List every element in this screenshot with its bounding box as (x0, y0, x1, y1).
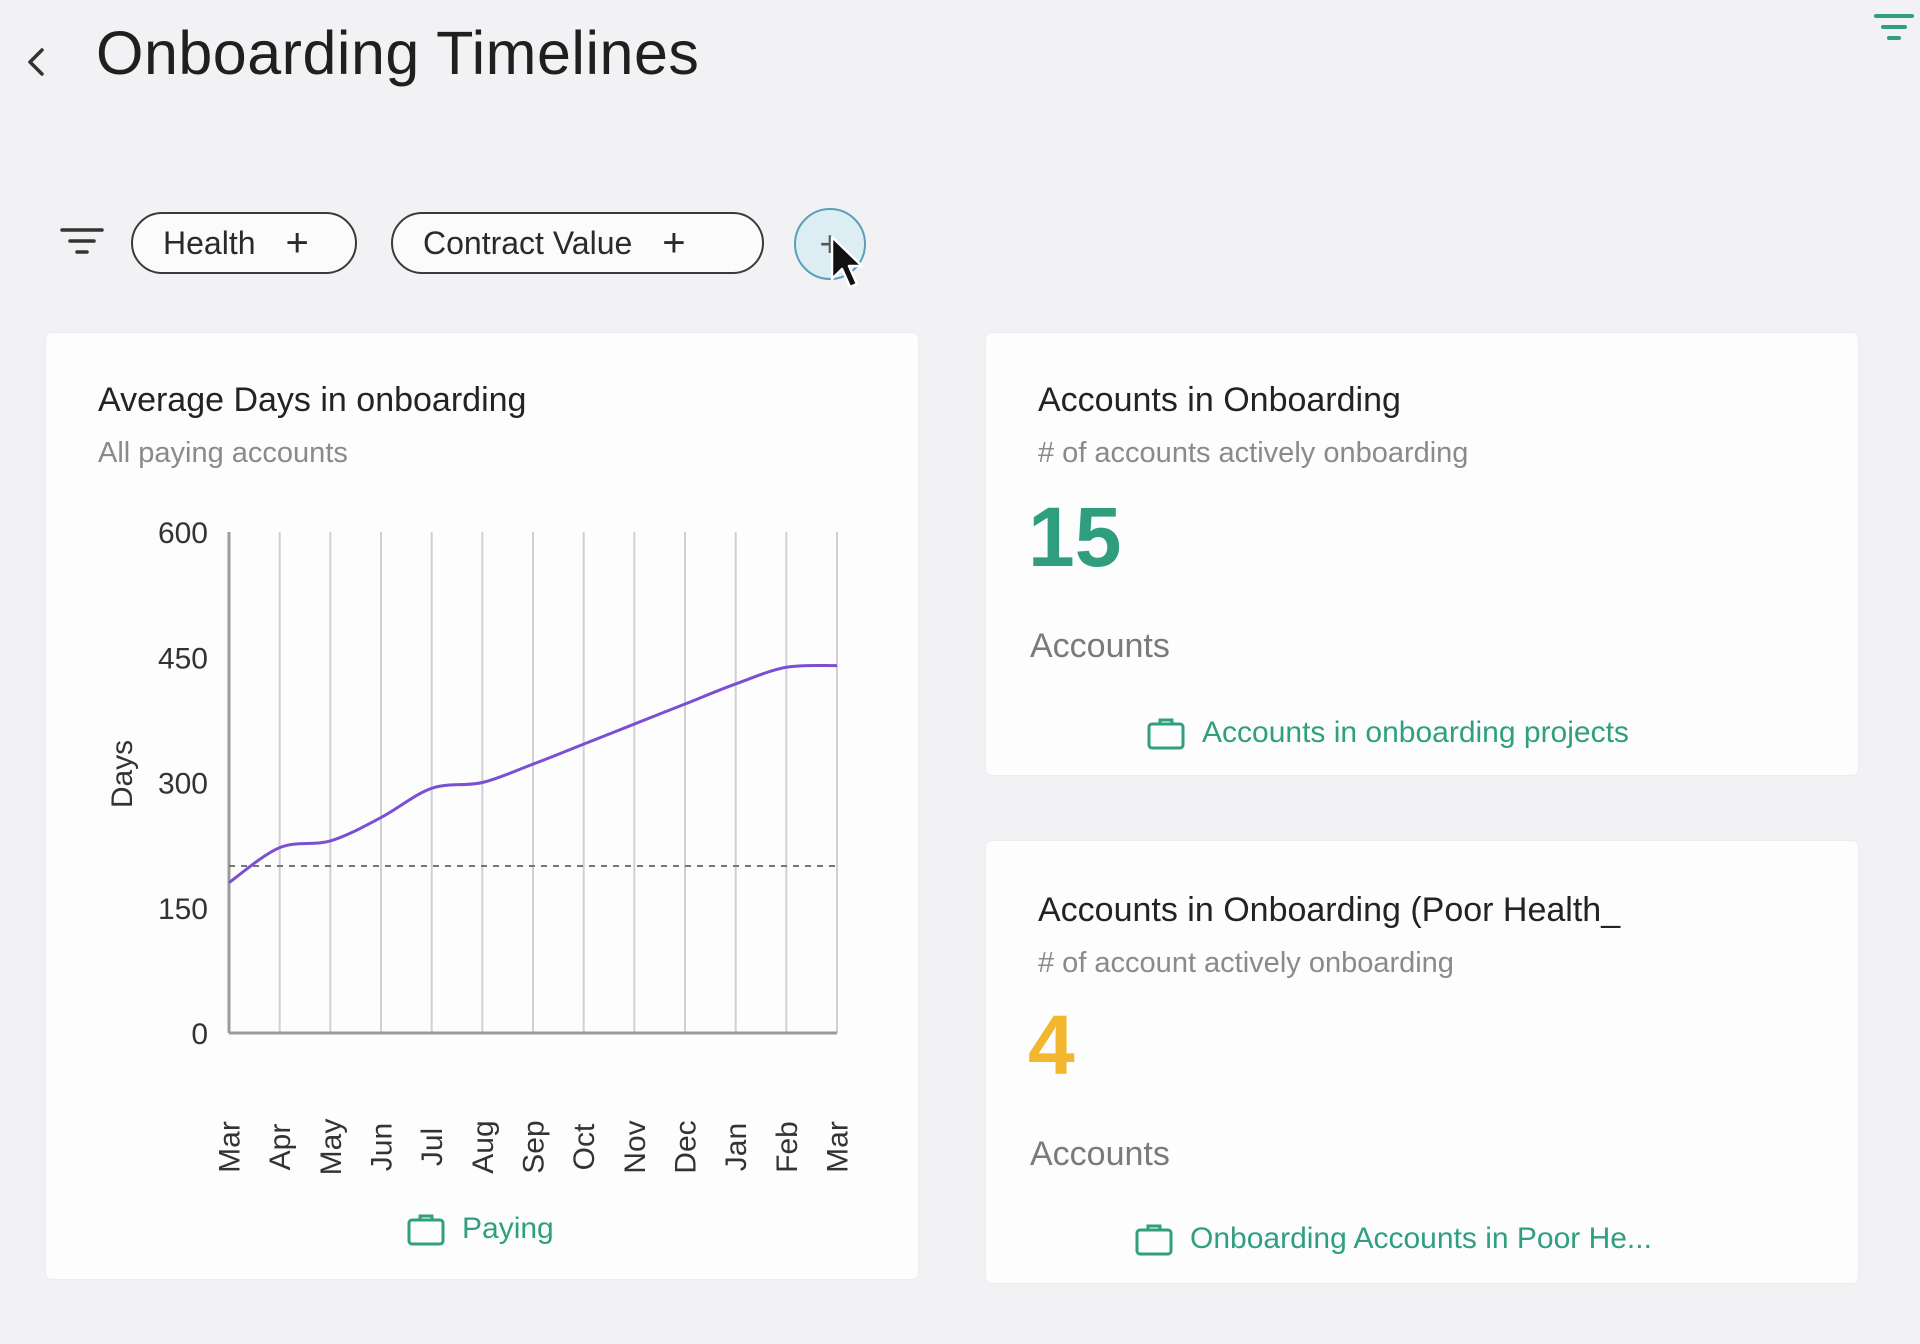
filter-chip-contract-value[interactable]: Contract Value + (391, 212, 764, 274)
y-tick-label: 600 (158, 517, 208, 550)
average-days-card: Average Days in onboarding All paying ac… (46, 333, 918, 1279)
card-title: Accounts in Onboarding (Poor Health_ (1038, 891, 1621, 929)
mouse-cursor-icon (830, 235, 864, 289)
briefcase-icon (407, 1214, 445, 1246)
x-tick-label: Apr (264, 1124, 297, 1171)
accounts-onboarding-card: Accounts in Onboarding # of accounts act… (986, 333, 1858, 775)
x-tick-label: Jun (366, 1123, 399, 1171)
chevron-left-icon (28, 48, 44, 76)
x-tick-label: Jan (720, 1123, 753, 1171)
x-tick-label: Oct (568, 1123, 601, 1170)
link-label: Paying (462, 1212, 554, 1245)
x-tick-label: Dec (670, 1120, 703, 1173)
accounts-poor-health-card: Accounts in Onboarding (Poor Health_ # o… (986, 841, 1858, 1283)
card-title: Accounts in Onboarding (1038, 381, 1401, 419)
link-label: Accounts in onboarding projects (1202, 716, 1629, 749)
filter-lines-icon[interactable] (1872, 6, 1916, 50)
paying-link[interactable]: Paying (406, 1211, 554, 1247)
filter-chip-label: Health (163, 224, 256, 261)
x-tick-label: Mar (214, 1121, 247, 1173)
briefcase-icon (1147, 718, 1185, 750)
filter-chip-label: Contract Value (423, 224, 633, 261)
y-tick-label: 450 (158, 642, 208, 675)
card-title: Average Days in onboarding (98, 381, 527, 419)
x-tick-label: Nov (619, 1120, 652, 1173)
y-axis-label: Days (106, 740, 139, 808)
x-tick-label: Mar (822, 1121, 855, 1173)
x-tick-label: May (315, 1119, 348, 1176)
x-tick-label: Sep (518, 1120, 551, 1173)
card-subtitle: All paying accounts (98, 437, 348, 469)
accounts-onboarding-projects-link[interactable]: Accounts in onboarding projects (1146, 715, 1629, 751)
x-tick-label: Feb (771, 1121, 804, 1173)
poor-health-unit: Accounts (1030, 1135, 1170, 1173)
plus-icon: + (285, 221, 309, 265)
add-filter-button[interactable]: + (794, 208, 866, 280)
line-chart: 0 150 300 450 600 Mar Apr May Jun Jul Aug Sep Oct No… (106, 517, 855, 1176)
y-tick-label: 300 (158, 768, 208, 801)
card-subtitle: # of accounts actively onboarding (1038, 437, 1469, 469)
plus-icon: + (662, 221, 686, 265)
series-line-average-days (228, 663, 838, 884)
back-button[interactable] (18, 38, 54, 86)
poor-health-count: 4 (1028, 998, 1075, 1092)
x-tick-label: Jul (416, 1128, 449, 1166)
accounts-unit: Accounts (1030, 627, 1170, 665)
link-label: Onboarding Accounts in Poor He... (1190, 1222, 1652, 1255)
y-tick-label: 0 (191, 1018, 208, 1051)
card-subtitle: # of account actively onboarding (1038, 947, 1454, 979)
x-tick-label: Aug (467, 1120, 500, 1173)
briefcase-icon (1135, 1224, 1173, 1256)
filter-icon[interactable] (58, 222, 106, 262)
y-tick-label: 150 (158, 893, 208, 926)
page-title: Onboarding Timelines (96, 19, 700, 87)
poor-health-accounts-link[interactable]: Onboarding Accounts in Poor He... (1134, 1221, 1652, 1257)
accounts-count: 15 (1028, 490, 1122, 584)
filter-chip-health[interactable]: Health + (131, 212, 357, 274)
